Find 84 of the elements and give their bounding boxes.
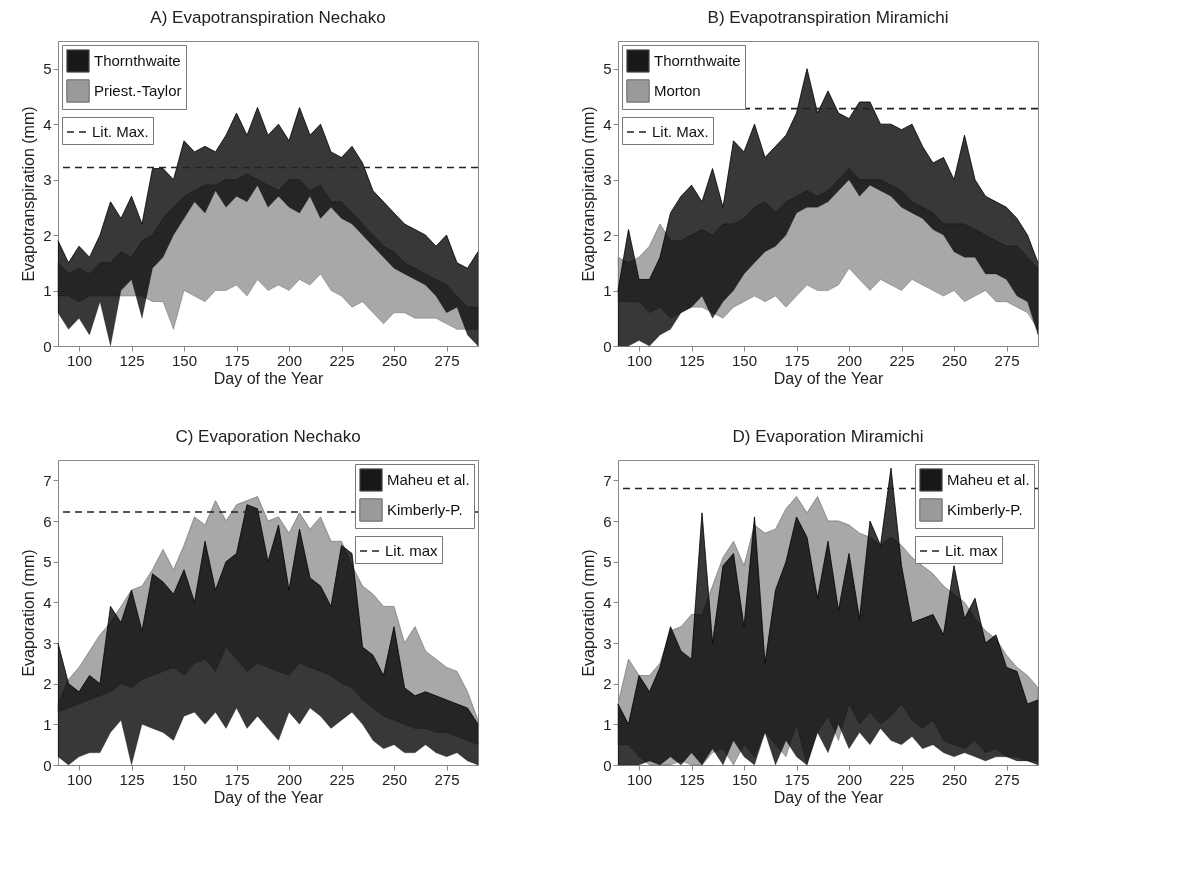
- x-axis-title: Day of the Year: [773, 369, 884, 387]
- y-tick-label: 3: [43, 171, 52, 189]
- x-tick-label: 125: [679, 351, 705, 369]
- chart-title: B) Evapotranspiration Miramichi: [707, 8, 949, 27]
- chart-title: A) Evapotranspiration Nechako: [150, 8, 386, 27]
- y-tick-label: 4: [43, 115, 52, 133]
- x-tick-label: 225: [889, 351, 915, 369]
- y-tick-label: 1: [43, 715, 52, 733]
- y-tick-label: 5: [43, 553, 52, 571]
- x-tick-label: 150: [731, 351, 758, 369]
- x-tick-label: 200: [276, 770, 303, 788]
- x-tick-label: 275: [994, 770, 1020, 788]
- y-tick-label: 5: [603, 553, 612, 571]
- x-tick-label: 175: [784, 770, 810, 788]
- x-tick-label: 275: [434, 351, 460, 369]
- y-tick-label: 2: [43, 226, 52, 244]
- x-tick-label: 125: [679, 770, 705, 788]
- x-axis-title: Day of the Year: [213, 369, 324, 387]
- y-axis-title: Evapotranspiration (mm): [20, 106, 38, 282]
- y-tick-label: 3: [43, 634, 52, 652]
- x-axis-title: Day of the Year: [213, 788, 324, 806]
- x-tick-label: 275: [434, 770, 460, 788]
- y-tick-label: 6: [603, 512, 612, 530]
- y-tick-label: 0: [603, 337, 612, 355]
- legend-label: Kimberly-P.: [947, 501, 1023, 518]
- y-tick-label: 1: [43, 282, 52, 300]
- y-tick-label: 2: [603, 675, 612, 693]
- x-tick-label: 150: [171, 351, 198, 369]
- chart-title: C) Evaporation Nechako: [175, 427, 361, 446]
- x-tick-label: 250: [381, 351, 408, 369]
- x-tick-label: 150: [171, 770, 198, 788]
- x-axis-title: Day of the Year: [773, 788, 884, 806]
- x-tick-label: 275: [994, 351, 1020, 369]
- x-tick-label: 175: [224, 351, 250, 369]
- y-tick-label: 5: [43, 60, 52, 78]
- y-axis-title: Evaporation (mm): [20, 549, 38, 677]
- legend-label: Morton: [654, 82, 701, 99]
- x-tick-label: 225: [329, 770, 355, 788]
- legend-label: Lit. max: [945, 542, 999, 559]
- y-tick-label: 6: [43, 512, 52, 530]
- x-tick-label: 225: [889, 770, 915, 788]
- y-axis-title: Evapotranspiration (mm): [580, 106, 598, 282]
- x-tick-label: 250: [381, 770, 408, 788]
- x-tick-label: 100: [626, 770, 653, 788]
- y-tick-label: 4: [43, 593, 52, 611]
- legend-label: Lit. Max.: [652, 123, 709, 140]
- x-tick-label: 175: [784, 351, 810, 369]
- legend-label: Priest.-Taylor: [94, 82, 182, 99]
- y-axis-title: Evaporation (mm): [580, 549, 598, 677]
- x-tick-label: 225: [329, 351, 355, 369]
- x-tick-label: 100: [626, 351, 653, 369]
- x-tick-label: 250: [941, 351, 968, 369]
- y-tick-label: 2: [603, 226, 612, 244]
- y-tick-label: 7: [43, 471, 52, 489]
- x-tick-label: 125: [119, 351, 145, 369]
- x-tick-label: 125: [119, 770, 145, 788]
- y-tick-label: 0: [43, 756, 52, 774]
- x-tick-label: 200: [276, 351, 303, 369]
- legend-label: Kimberly-P.: [387, 501, 463, 518]
- legend-label: Lit. Max.: [92, 123, 149, 140]
- x-tick-label: 175: [224, 770, 250, 788]
- y-tick-label: 4: [603, 115, 612, 133]
- x-tick-label: 150: [731, 770, 758, 788]
- y-tick-label: 1: [603, 282, 612, 300]
- y-tick-label: 5: [603, 60, 612, 78]
- y-tick-label: 4: [603, 593, 612, 611]
- legend-label: Thornthwaite: [94, 52, 181, 69]
- y-tick-label: 0: [43, 337, 52, 355]
- legend-label: Maheu et al.: [947, 471, 1030, 488]
- x-tick-label: 250: [941, 770, 968, 788]
- chart-title: D) Evaporation Miramichi: [732, 427, 924, 446]
- y-tick-label: 3: [603, 171, 612, 189]
- x-tick-label: 200: [836, 351, 863, 369]
- legend-label: Thornthwaite: [654, 52, 741, 69]
- x-tick-label: 100: [66, 770, 93, 788]
- y-tick-label: 3: [603, 634, 612, 652]
- x-tick-label: 200: [836, 770, 863, 788]
- y-tick-label: 7: [603, 471, 612, 489]
- x-tick-label: 100: [66, 351, 93, 369]
- legend-label: Maheu et al.: [387, 471, 470, 488]
- legend-label: Lit. max: [385, 542, 439, 559]
- y-tick-label: 2: [43, 675, 52, 693]
- y-tick-label: 1: [603, 715, 612, 733]
- y-tick-label: 0: [603, 756, 612, 774]
